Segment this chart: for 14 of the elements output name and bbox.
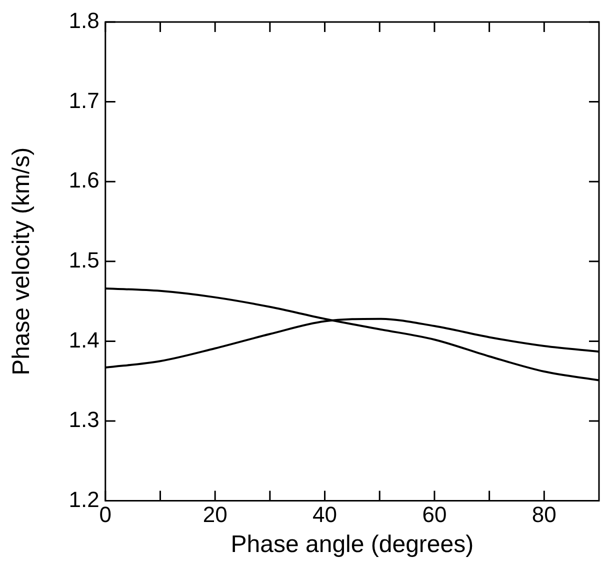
y-tick-label: 1.4 (68, 327, 100, 352)
y-axis-title: Phase velocity (km/s) (8, 147, 36, 376)
y-tick-label: 1.3 (68, 407, 100, 432)
x-tick-label: 40 (312, 502, 338, 528)
x-tick-label: 0 (99, 502, 112, 528)
y-tick-label: 1.8 (68, 8, 100, 34)
x-tick-label: 20 (202, 502, 228, 528)
x-tick-label: 80 (532, 502, 556, 528)
y-tick-label: 1.7 (68, 88, 100, 113)
y-tick-label: 1.5 (68, 247, 100, 272)
x-axis-title: Phase angle (degrees) (230, 531, 474, 558)
y-tick-label: 1.2 (68, 486, 100, 512)
y-tick-label: 1.6 (68, 168, 100, 193)
x-tick-label: 60 (422, 502, 447, 528)
